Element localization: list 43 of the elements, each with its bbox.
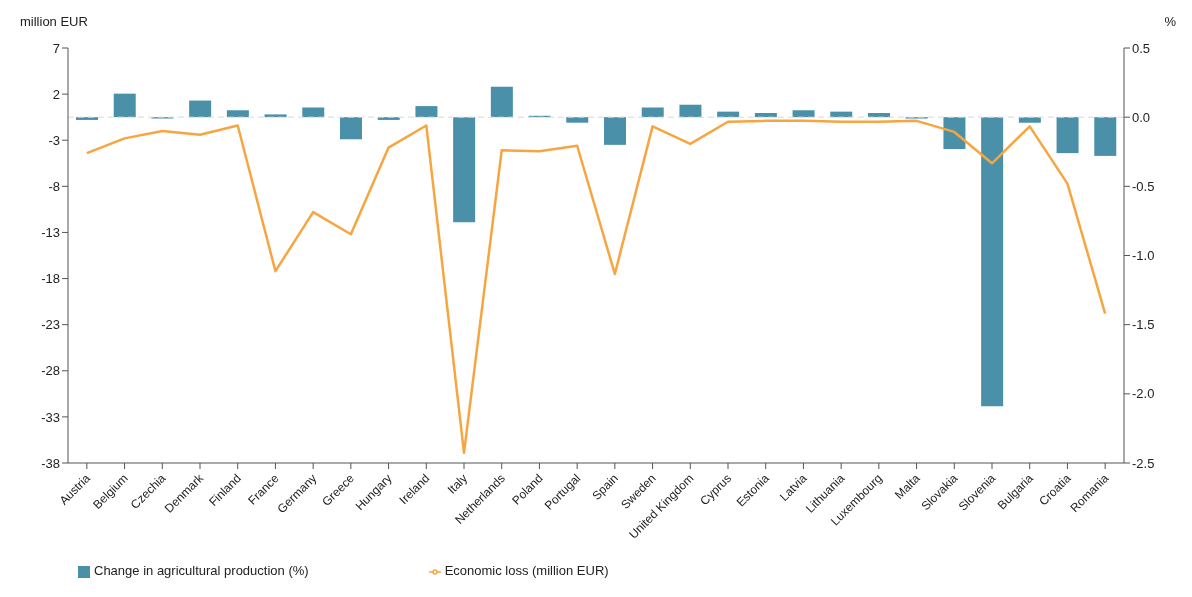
bar: [113, 93, 136, 118]
y-tick-label: -3: [48, 132, 60, 148]
bar: [868, 113, 890, 118]
y2-tick-label: -1.5: [1132, 317, 1155, 333]
bar: [754, 113, 777, 118]
legend-label: Economic loss (million EUR): [444, 563, 609, 578]
line-series: [85, 119, 1107, 455]
y-tick-label: -28: [41, 363, 60, 379]
bar: [340, 117, 362, 140]
bar: [641, 107, 664, 118]
bar: [566, 117, 589, 123]
y-axis-title: million EUR: [20, 14, 88, 29]
y-tick-label: -33: [41, 409, 60, 425]
y2-tick-label: 0.0: [1132, 109, 1151, 125]
y-tick-label: 2: [52, 86, 60, 102]
bar: [604, 117, 626, 145]
y2-axis-title: %: [1164, 14, 1176, 29]
bar: [453, 117, 476, 223]
bar: [264, 114, 287, 118]
y2-tick-label: 0.5: [1132, 40, 1151, 56]
y2-tick-label: -0.5: [1132, 178, 1155, 194]
legend-label: Change in agricultural production (%): [94, 563, 309, 578]
y2-tick-label: -1.0: [1132, 248, 1155, 264]
y-tick-label: -23: [41, 317, 60, 333]
bar: [830, 111, 853, 118]
bar: [490, 86, 513, 118]
y-tick-label: -18: [41, 271, 60, 287]
y-tick-label: -38: [41, 455, 60, 471]
bar: [981, 117, 1004, 407]
bar: [226, 110, 249, 118]
bar: [302, 107, 325, 118]
y2-tick-label: -2.5: [1132, 455, 1155, 471]
bar: [792, 110, 815, 118]
bar: [415, 106, 438, 118]
y-tick-label: -13: [41, 225, 60, 241]
y-tick-label: -8: [48, 178, 60, 194]
y2-tick-label: -2.0: [1132, 386, 1155, 402]
bar: [189, 100, 212, 118]
bar: [1094, 117, 1117, 156]
bar: [679, 104, 702, 118]
y-tick-label: 7: [52, 40, 60, 56]
bar: [1056, 117, 1079, 154]
bar: [717, 111, 740, 118]
